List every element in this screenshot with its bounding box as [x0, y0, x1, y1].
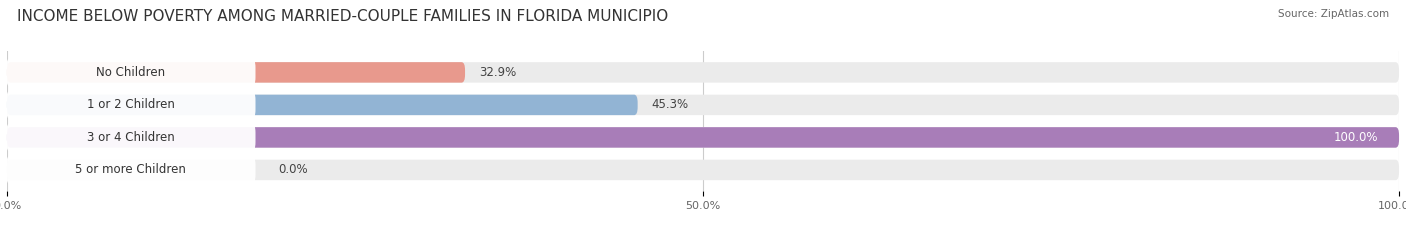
FancyBboxPatch shape	[7, 58, 256, 87]
Text: 1 or 2 Children: 1 or 2 Children	[87, 98, 174, 111]
FancyBboxPatch shape	[7, 127, 1399, 148]
Text: 3 or 4 Children: 3 or 4 Children	[87, 131, 174, 144]
FancyBboxPatch shape	[7, 160, 1399, 180]
FancyBboxPatch shape	[7, 62, 465, 83]
Text: 0.0%: 0.0%	[278, 163, 308, 176]
FancyBboxPatch shape	[7, 155, 256, 185]
Text: 32.9%: 32.9%	[479, 66, 516, 79]
Text: 45.3%: 45.3%	[651, 98, 689, 111]
FancyBboxPatch shape	[7, 90, 256, 120]
Text: Source: ZipAtlas.com: Source: ZipAtlas.com	[1278, 9, 1389, 19]
Text: 100.0%: 100.0%	[1333, 131, 1378, 144]
FancyBboxPatch shape	[7, 95, 1399, 115]
Text: 5 or more Children: 5 or more Children	[76, 163, 187, 176]
FancyBboxPatch shape	[7, 62, 1399, 83]
Text: INCOME BELOW POVERTY AMONG MARRIED-COUPLE FAMILIES IN FLORIDA MUNICIPIO: INCOME BELOW POVERTY AMONG MARRIED-COUPL…	[17, 9, 668, 24]
FancyBboxPatch shape	[7, 123, 256, 152]
FancyBboxPatch shape	[7, 127, 1399, 148]
Text: No Children: No Children	[97, 66, 166, 79]
FancyBboxPatch shape	[7, 95, 638, 115]
